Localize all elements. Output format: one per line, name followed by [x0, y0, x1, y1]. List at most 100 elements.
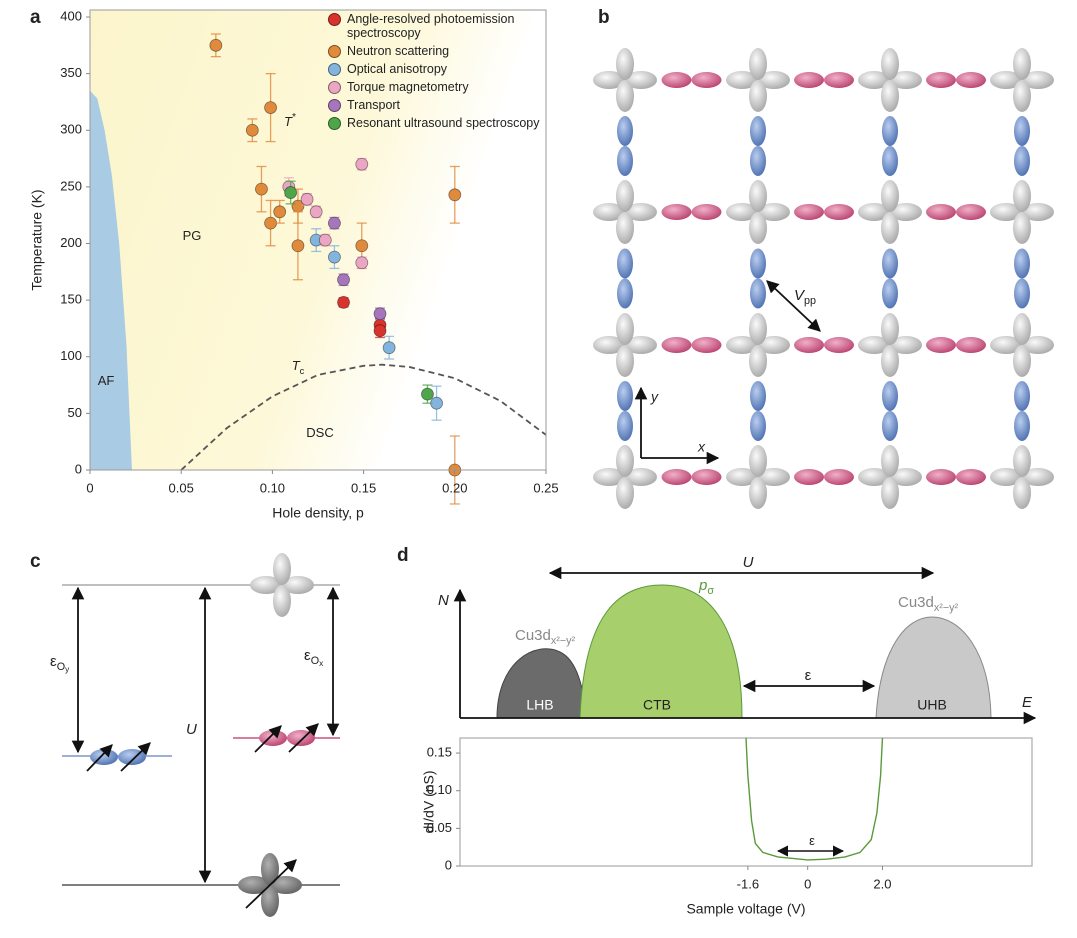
- panel-label: a: [30, 7, 41, 28]
- data-point: [355, 256, 369, 270]
- data-point: [245, 123, 259, 137]
- hopping-label-main: V: [794, 287, 806, 304]
- region-label-main: PG: [183, 228, 202, 243]
- d-orbital-lobe: [881, 80, 899, 112]
- legend-swatch: [328, 13, 341, 26]
- legend-swatch: [328, 81, 341, 94]
- plot-frame: [89, 9, 547, 471]
- region-label: AF: [98, 373, 115, 388]
- plot-frame: [459, 737, 1033, 867]
- legend-swatch: [328, 99, 341, 112]
- x-tick-label: 0.10: [260, 480, 285, 495]
- p-orbital-lobe: [750, 278, 766, 309]
- d-orbital-lobe: [593, 336, 625, 354]
- y-tick-label: 0.10: [427, 782, 452, 797]
- d-orbital-lobe: [1022, 203, 1054, 221]
- panel-label: c: [30, 551, 41, 572]
- p-orbital-lobe: [926, 204, 956, 220]
- d-orbital-lobe: [1013, 80, 1031, 112]
- d-orbital-lobe: [282, 576, 314, 594]
- d-orbital-lobe: [1022, 336, 1054, 354]
- region-label-sub: c: [300, 366, 305, 376]
- d-orbital-lobe: [270, 876, 302, 894]
- data-point: [284, 186, 298, 199]
- dos-label: Cu3dx²−y²: [898, 594, 959, 614]
- p-orbital-lobe: [1014, 248, 1030, 279]
- legend-swatch: [328, 117, 341, 130]
- d-orbital-lobe: [616, 477, 634, 509]
- d-orbital-lobe: [749, 345, 767, 377]
- axis-label: y: [650, 389, 659, 405]
- p-orbital-lobe: [794, 337, 824, 353]
- d-orbital-lobe: [858, 71, 890, 89]
- y-axis-label: Temperature (K): [29, 189, 45, 290]
- legend-label: Angle-resolved photoemission spectroscop…: [347, 12, 515, 40]
- p-orbital-lobe: [1014, 411, 1030, 441]
- dos-label-sub: x²−y²: [551, 635, 576, 647]
- x-axis-label: Sample voltage (V): [686, 901, 805, 917]
- p-orbital-lobe: [1014, 278, 1030, 309]
- data-point: [373, 307, 387, 321]
- d-orbital-lobe: [990, 71, 1022, 89]
- region-label-sup: *: [292, 112, 296, 123]
- p-orbital-lobe: [661, 72, 692, 88]
- dos-label: pσ: [698, 577, 714, 597]
- p-orbital-lobe: [882, 411, 898, 441]
- p-orbital-lobe: [1014, 146, 1030, 176]
- p-orbital-lobe: [882, 116, 898, 146]
- y-tick-label: 250: [60, 178, 82, 193]
- d-orbital-lobe: [749, 48, 767, 80]
- y-tick-label: 150: [60, 292, 82, 307]
- legend-entry: Resonant ultrasound spectroscopy: [328, 116, 548, 130]
- region-label: T*: [284, 112, 296, 130]
- gap-label-main: ε: [809, 833, 815, 848]
- spin-arrow: [86, 744, 113, 772]
- y-tick-label: 0.15: [427, 744, 452, 759]
- region-label: DSC: [306, 425, 333, 440]
- x-tick-label: -1.6: [737, 876, 759, 891]
- d-orbital-lobe: [1013, 180, 1031, 212]
- data-point: [382, 341, 396, 355]
- legend-entry: Angle-resolved photoemission spectroscop…: [328, 12, 548, 40]
- d-orbital-lobe: [749, 445, 767, 477]
- energy-label-main: ε: [304, 647, 311, 664]
- p-orbital-lobe: [926, 337, 956, 353]
- p-orbital-lobe: [956, 469, 986, 485]
- region-label-main: DSC: [306, 425, 333, 440]
- legend-label: Resonant ultrasound spectroscopy: [347, 116, 540, 130]
- band-label: CTB: [643, 697, 671, 713]
- d-orbital-lobe: [749, 180, 767, 212]
- band-label: UHB: [917, 697, 947, 713]
- legend-entry: Torque magnetometry: [328, 80, 548, 94]
- legend: Angle-resolved photoemission spectroscop…: [328, 12, 548, 134]
- p-orbital-lobe: [824, 72, 854, 88]
- band-ctb: [579, 584, 743, 719]
- d-orbital-lobe: [1013, 445, 1031, 477]
- x-tick-label: 2.0: [873, 876, 891, 891]
- x-tick-label: 0.15: [351, 480, 376, 495]
- p-orbital-lobe: [691, 72, 722, 88]
- d-orbital-lobe: [1013, 477, 1031, 509]
- p-orbital-lobe: [794, 72, 824, 88]
- d-orbital-lobe: [273, 585, 291, 617]
- dos-label: ε: [805, 667, 812, 684]
- y-axis-label: dI/dV (nS): [421, 770, 437, 833]
- p-orbital-lobe: [750, 411, 766, 441]
- d-orbital-lobe: [616, 80, 634, 112]
- data-point: [328, 216, 341, 230]
- x-tick-label: 0: [86, 480, 93, 495]
- data-point: [273, 205, 287, 219]
- energy-label: U: [186, 721, 197, 738]
- p-orbital-lobe: [882, 248, 898, 279]
- d-orbital-lobe: [1022, 468, 1054, 486]
- dos-label-main: Cu3d: [898, 594, 934, 611]
- d-orbital-lobe: [616, 345, 634, 377]
- band-label: LHB: [526, 697, 553, 713]
- data-point: [318, 233, 332, 247]
- data-point: [209, 38, 223, 52]
- d-orbital-lobe: [758, 71, 790, 89]
- y-tick-label: 100: [60, 348, 82, 363]
- legend-label: Torque magnetometry: [347, 80, 469, 94]
- p-orbital-lobe: [926, 72, 956, 88]
